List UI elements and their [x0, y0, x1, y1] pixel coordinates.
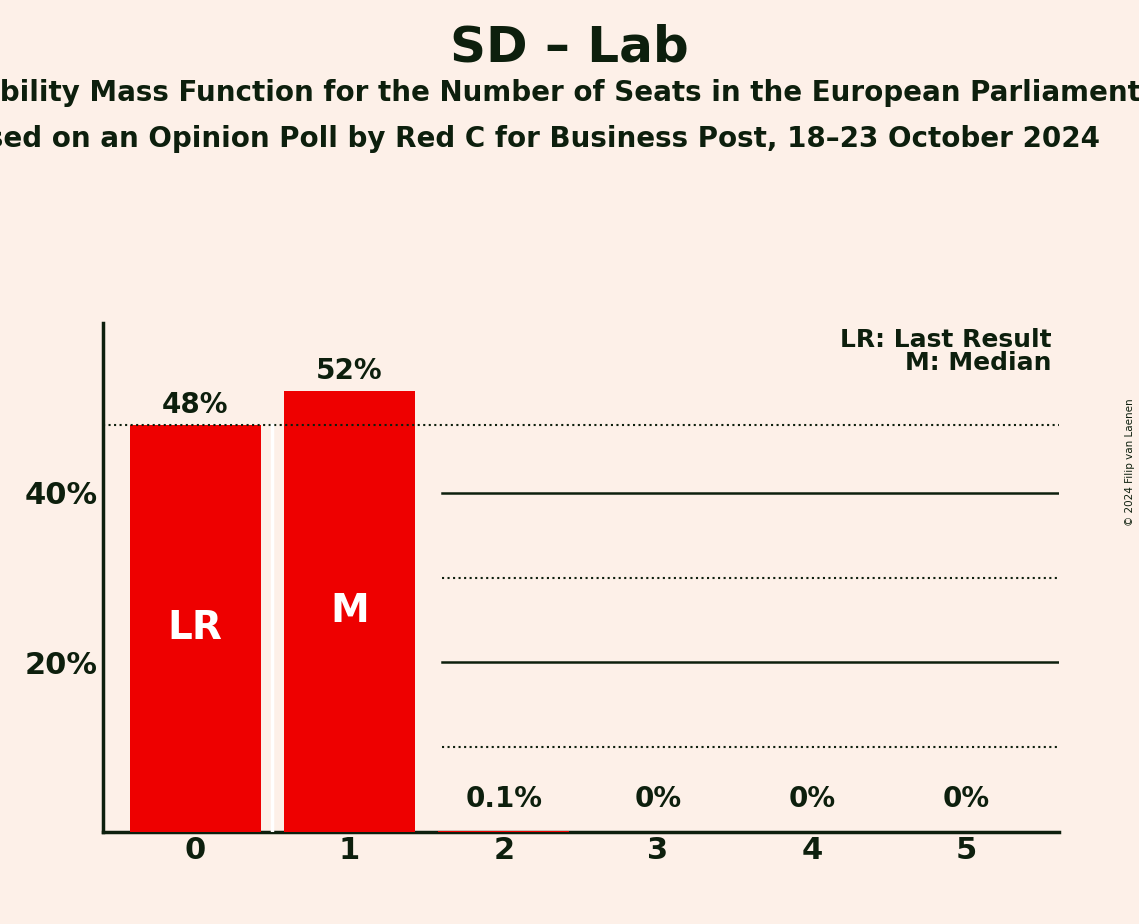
Text: Based on an Opinion Poll by Red C for Business Post, 18–23 October 2024: Based on an Opinion Poll by Red C for Bu… — [0, 125, 1100, 152]
Bar — [284, 391, 415, 832]
Text: LR: LR — [167, 609, 222, 648]
Text: M: Median: M: Median — [906, 350, 1051, 374]
Text: SD – Lab: SD – Lab — [450, 23, 689, 71]
Text: Probability Mass Function for the Number of Seats in the European Parliament: Probability Mass Function for the Number… — [0, 79, 1139, 106]
Text: LR: Last Result: LR: Last Result — [839, 328, 1051, 352]
Text: 0.1%: 0.1% — [465, 785, 542, 813]
Text: 0%: 0% — [634, 785, 681, 813]
Text: 52%: 52% — [317, 358, 383, 385]
Text: 48%: 48% — [162, 391, 228, 419]
Text: 0%: 0% — [943, 785, 990, 813]
Text: © 2024 Filip van Laenen: © 2024 Filip van Laenen — [1125, 398, 1134, 526]
Bar — [130, 425, 261, 832]
Text: 0%: 0% — [789, 785, 836, 813]
Text: M: M — [330, 592, 369, 630]
